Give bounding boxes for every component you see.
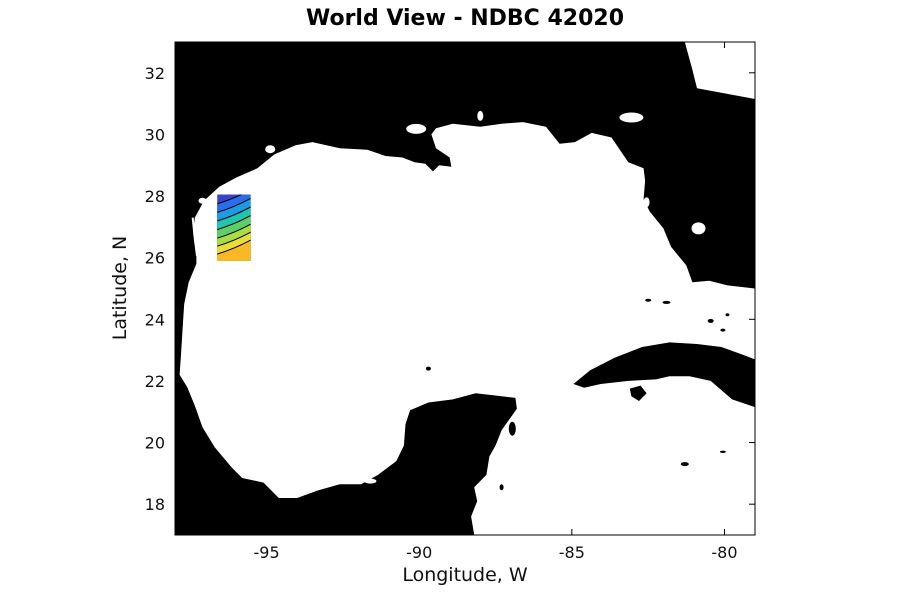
contour-line [217,206,251,222]
plot-title: World View - NDBC 42020 [305,6,625,31]
islet [719,450,726,453]
lake [691,222,706,235]
lake [657,226,663,234]
y-tick-label: 26 [145,249,165,268]
x-axis-label: Longitude, W [402,564,528,586]
y-tick-label: 30 [145,125,165,144]
islet [499,484,504,491]
contour-line [217,215,251,231]
y-tick-label: 22 [145,372,165,391]
islet [508,421,516,436]
contour-line [217,239,251,255]
islet [680,462,689,467]
contour-line [217,231,251,247]
land-isla-de-la-juventud [629,385,647,401]
islet [720,328,726,332]
lake [198,197,207,204]
land-mainland [175,42,755,535]
islet [725,313,730,317]
contour-line [217,197,251,213]
y-tick-label: 20 [145,434,165,453]
axes-border [174,41,756,536]
islet [645,298,652,302]
lake [643,197,650,208]
contour-line [217,223,251,239]
y-tick-label: 32 [145,64,165,83]
x-tick-label: -95 [254,543,280,562]
y-axis-label: Latitude, N [109,235,131,341]
islet [662,300,671,304]
coastal-lagoon [191,217,198,257]
islet [425,366,431,371]
x-tick-label: -90 [406,543,432,562]
coastal-lagoon [185,285,192,326]
y-tick-label: 28 [145,187,165,206]
lake [406,123,427,134]
contour-line [217,194,243,205]
lake [364,478,377,484]
contour-band [217,240,251,261]
x-tick-label: -85 [559,543,585,562]
lake [477,110,484,121]
land-cuba [573,342,755,408]
contour-field [217,194,251,261]
x-tick-label: -80 [711,543,737,562]
islet [707,318,714,323]
lake [265,145,276,154]
y-tick-label: 24 [145,310,165,329]
lake [619,112,644,123]
y-tick-label: 18 [145,495,165,514]
